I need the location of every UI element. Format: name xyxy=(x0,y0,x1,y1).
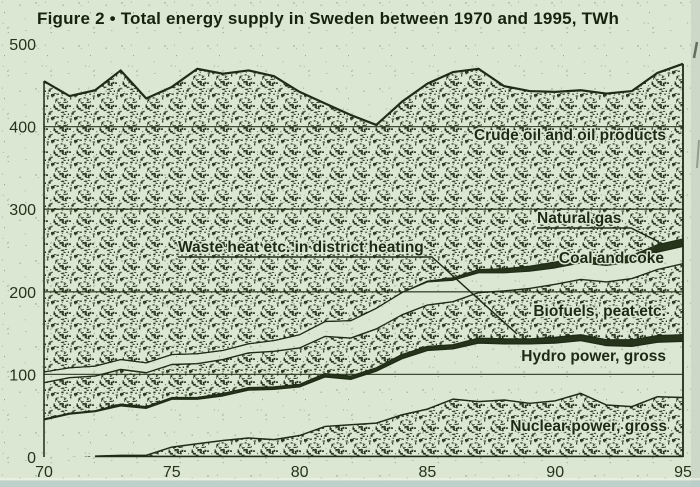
scan-artifact-edge-mark-2 xyxy=(696,139,700,169)
scan-artifact-edge-mark xyxy=(692,41,699,59)
scan-artifact-right-strip xyxy=(691,0,700,487)
scan-artifact-bottom-highlight xyxy=(0,478,700,481)
scan-artifact-bottom-strip xyxy=(0,480,700,487)
